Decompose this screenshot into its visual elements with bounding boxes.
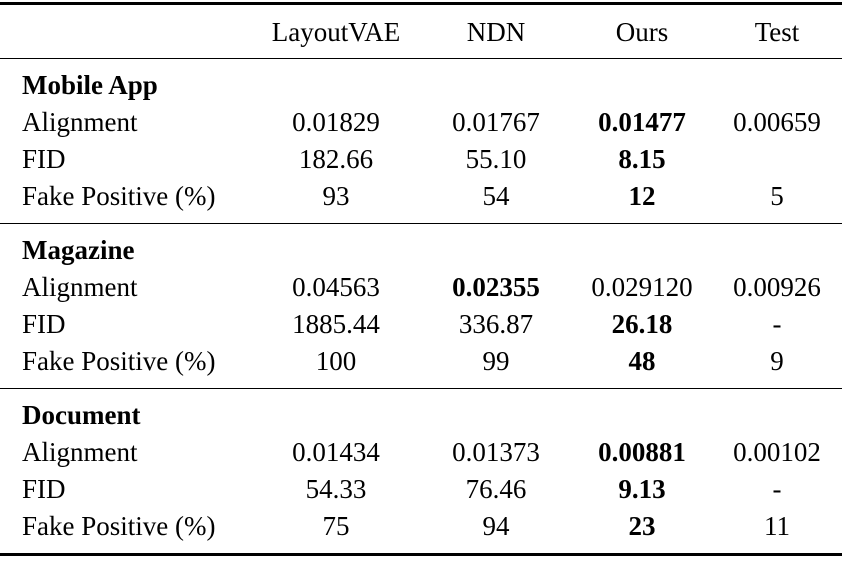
metric-value-best: 23 <box>628 511 656 541</box>
corner-cell <box>0 3 252 59</box>
metric-value: - <box>772 474 782 504</box>
metric-label: Alignment <box>22 272 138 302</box>
metric-value <box>712 141 842 178</box>
metric-value: 0.01829 <box>292 107 380 137</box>
section-title-row: Mobile App <box>0 59 842 105</box>
table-row: Fake Positive (%) 75 94 23 11 <box>0 508 842 555</box>
metric-value: 54 <box>482 181 510 211</box>
metric-value-best: 8.15 <box>618 144 666 174</box>
metric-value: 0.01434 <box>292 437 380 467</box>
section-title: Mobile App <box>22 70 158 100</box>
table-row: Alignment 0.01829 0.01767 0.01477 0.0065… <box>0 104 842 141</box>
metric-value-best: 0.01477 <box>598 107 686 137</box>
table-row: FID 1885.44 336.87 26.18 - <box>0 306 842 343</box>
header-row: LayoutVAE NDN Ours Test <box>0 3 842 59</box>
section-title-row: Magazine <box>0 224 842 270</box>
metric-value-best: 48 <box>628 346 656 376</box>
metric-value: 94 <box>482 511 510 541</box>
section-title-row: Document <box>0 389 842 435</box>
metric-value: 5 <box>770 181 784 211</box>
metric-value: 0.029120 <box>591 272 693 302</box>
metric-value: 0.00926 <box>733 272 821 302</box>
metric-label: Alignment <box>22 437 138 467</box>
metric-value: 75 <box>322 511 350 541</box>
section-document: Document Alignment 0.01434 0.01373 0.008… <box>0 388 842 555</box>
metric-value: 0.01373 <box>452 437 540 467</box>
metric-label: Fake Positive (%) <box>22 346 216 376</box>
metric-value: - <box>772 309 782 339</box>
column-header-ndn: NDN <box>420 3 572 59</box>
section-magazine: Magazine Alignment 0.04563 0.02355 0.029… <box>0 223 842 389</box>
section-title: Document <box>22 400 141 430</box>
metric-value: 93 <box>322 181 350 211</box>
metric-label: FID <box>22 474 66 504</box>
metric-label: Alignment <box>22 107 138 137</box>
metric-label: Fake Positive (%) <box>22 511 216 541</box>
metric-value: 0.04563 <box>292 272 380 302</box>
section-title: Magazine <box>22 235 135 265</box>
section-mobile-app: Mobile App Alignment 0.01829 0.01767 0.0… <box>0 59 842 224</box>
metric-label: FID <box>22 144 66 174</box>
column-header-test: Test <box>712 3 842 59</box>
metric-value: 0.01767 <box>452 107 540 137</box>
metric-label: FID <box>22 309 66 339</box>
table-row: FID 182.66 55.10 8.15 <box>0 141 842 178</box>
metric-value-best: 0.00881 <box>598 437 686 467</box>
column-header-ours: Ours <box>572 3 712 59</box>
metric-value: 55.10 <box>465 144 527 174</box>
table-row: FID 54.33 76.46 9.13 - <box>0 471 842 508</box>
metric-value-best: 0.02355 <box>452 272 540 302</box>
metric-value-best: 9.13 <box>618 474 666 504</box>
metric-value: 182.66 <box>298 144 374 174</box>
metric-value: 336.87 <box>458 309 534 339</box>
metric-value: 54.33 <box>305 474 367 504</box>
metric-value: 100 <box>315 346 357 376</box>
metric-value: 9 <box>770 346 784 376</box>
metric-value: 0.00102 <box>733 437 821 467</box>
metric-value: 0.00659 <box>733 107 821 137</box>
metric-value: 1885.44 <box>292 309 380 339</box>
metric-label: Fake Positive (%) <box>22 181 216 211</box>
metric-value-best: 26.18 <box>611 309 673 339</box>
table-row: Fake Positive (%) 100 99 48 9 <box>0 343 842 389</box>
metric-value: 11 <box>764 511 790 541</box>
column-header-layoutvae: LayoutVAE <box>252 3 420 59</box>
metric-value-best: 12 <box>628 181 656 211</box>
metric-value: 99 <box>482 346 510 376</box>
table-row: Alignment 0.04563 0.02355 0.029120 0.009… <box>0 269 842 306</box>
metric-value: 76.46 <box>465 474 527 504</box>
table-row: Alignment 0.01434 0.01373 0.00881 0.0010… <box>0 434 842 471</box>
table-row: Fake Positive (%) 93 54 12 5 <box>0 178 842 224</box>
